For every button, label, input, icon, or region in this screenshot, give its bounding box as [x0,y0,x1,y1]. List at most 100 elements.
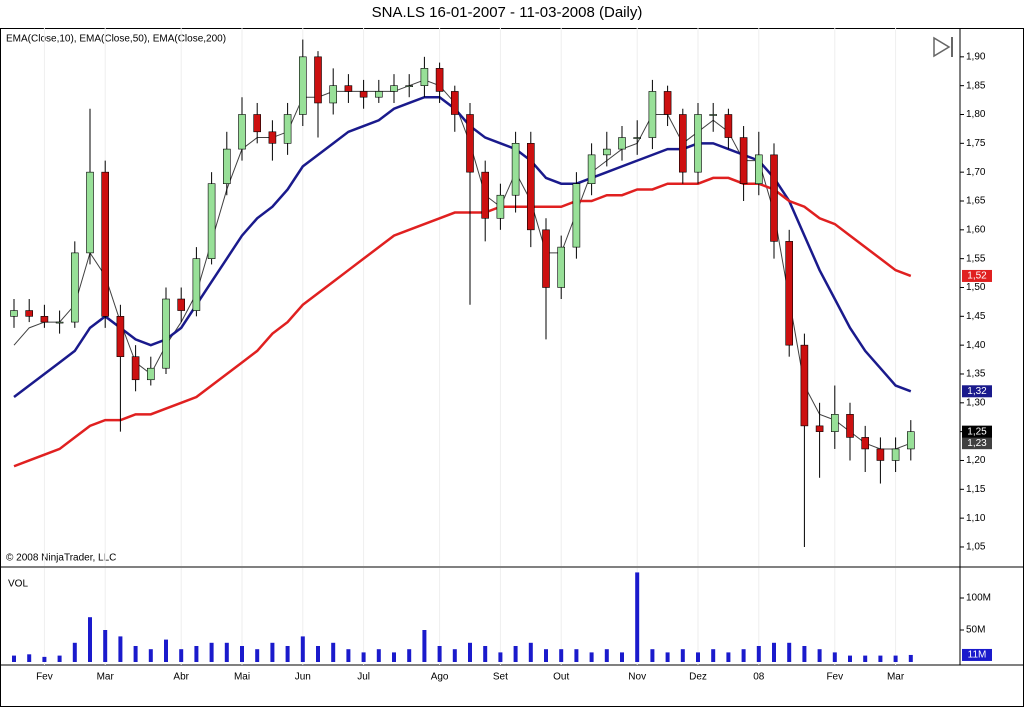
x-tick-label: Jun [295,672,311,683]
play-triangle[interactable] [933,36,951,58]
value-tag-label: 11M [968,650,987,661]
y-tick-label: 1,35 [966,369,986,380]
x-tick-label: Ago [431,672,449,683]
candle-body [542,229,550,288]
candle-body [116,316,125,357]
candle-body [420,68,429,86]
candle-body [298,56,307,115]
candle-body [526,143,535,231]
y-tick-label: 1,50 [966,282,986,293]
candle-body [162,298,170,369]
candle-body [648,91,657,138]
candle-body [785,241,794,346]
candle-body [800,344,809,427]
volume-bar [528,642,533,662]
candle-body [71,252,79,323]
y-tick-label: 1,60 [966,224,986,235]
candle-body [663,91,672,115]
volume-bar [665,652,670,662]
x-tick-label: Mar [97,672,115,683]
candle-body [253,114,261,133]
volume-bar [498,652,503,662]
volume-bar [285,645,290,662]
volume-bar [255,649,260,662]
volume-bar [72,642,77,662]
volume-bar [42,656,47,662]
volume-bar [650,649,655,662]
value-tag [962,385,992,398]
volume-bar [726,652,731,662]
volume-bar [240,645,244,662]
candle-body [192,258,201,311]
y-tick-label: 1,85 [966,80,986,91]
volume-bar [559,649,564,662]
y-tick-label: 1,10 [966,513,986,524]
candle-body [709,114,718,116]
volume-bar [118,636,123,662]
volume-bar [756,645,761,662]
x-tick-label: Dez [689,672,707,683]
y-tick-label: 1,80 [966,109,986,120]
x-tick-label: Fev [36,672,53,683]
candle-body [678,114,687,173]
candle-body [770,154,778,242]
volume-bar [331,642,336,662]
chart-title: SNA.LS 16-01-2007 - 11-03-2008 (Daily) [372,4,643,21]
candle-body [131,356,140,381]
volume-bar [224,642,229,662]
volume-bar [620,652,624,662]
candle-body [177,298,185,311]
x-tick-label: Mai [234,672,250,683]
candle-body [815,425,824,432]
candle-body [147,367,155,381]
volume-bar [12,655,16,662]
volume-bar [133,645,138,662]
candle-body [101,171,109,317]
volume-bar [817,649,822,662]
value-tag-label: 1,52 [967,271,987,282]
y-tick-label: 1,20 [966,455,986,466]
candle-body [435,68,444,92]
candle-body [283,114,292,144]
volume-bar [57,655,62,662]
volume-bar [604,649,609,662]
candle-body [25,310,34,317]
candle-body [861,437,870,450]
volume-bar [863,655,868,662]
candle-body [450,91,459,115]
volume-bar [787,642,792,662]
volume-bar [407,649,412,662]
value-tag [962,269,992,282]
candle-body [906,431,915,450]
candle-body [268,131,277,144]
candle-body [724,114,733,138]
ema-line [13,176,912,468]
candle-body [344,85,353,92]
candle-body [876,448,885,461]
volume-bar [316,645,320,662]
x-tick-label: Jul [357,672,370,683]
candle-body [557,246,566,288]
volume-bar [422,630,427,662]
value-tag [962,648,992,661]
play-icon[interactable] [933,36,953,58]
candle-body [390,85,398,92]
volume-bar [696,652,700,662]
y-tick-label: 50M [966,625,985,636]
candle-body [86,171,94,254]
y-tick-label: 1,15 [966,484,986,495]
candle-body [10,310,18,317]
candle-body [511,143,520,196]
volume-bar [437,645,442,662]
y-tick-label: 1,40 [966,340,986,351]
volume-bar [346,649,351,662]
volume-bar [27,654,32,662]
value-tag-label: 1,32 [967,386,987,397]
volume-bar [711,649,716,662]
candle-body [40,316,49,323]
volume-bar [483,645,488,662]
value-tag [962,437,992,450]
